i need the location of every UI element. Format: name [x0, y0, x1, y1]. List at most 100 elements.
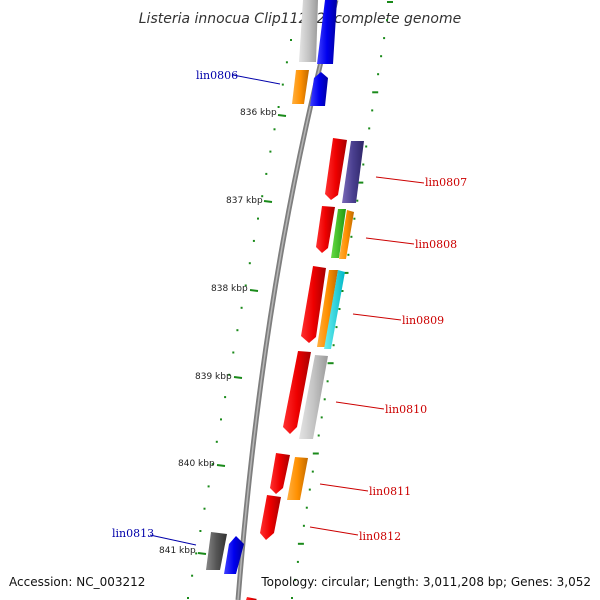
scale-dot: [199, 530, 202, 532]
gene-label-lin0810[interactable]: lin0810: [385, 403, 427, 416]
gene-label-lin0808[interactable]: lin0808: [415, 238, 457, 251]
scale-dot: [273, 128, 276, 131]
gene-blue-lin0813[interactable]: [224, 536, 244, 574]
scale-dot: [335, 326, 338, 329]
scale-dot: [386, 19, 388, 22]
scale-dot: [377, 73, 380, 76]
genome-summary-text: Topology: circular; Length: 3,011,208 bp…: [260, 575, 591, 589]
gene-blue-top[interactable]: [317, 0, 337, 64]
gene-red-lin0811[interactable]: [270, 453, 290, 494]
scale-dot: [326, 380, 329, 383]
scale-dot: [332, 344, 335, 347]
scale-dot: [342, 271, 349, 274]
scale-dot: [228, 373, 231, 376]
scale-dot: [232, 351, 235, 354]
scale-dot: [371, 109, 374, 112]
scale-dot: [323, 398, 326, 401]
leader-lin0810: [335, 401, 385, 410]
scale-dot: [296, 560, 299, 563]
scale-dot: [357, 181, 364, 184]
gene-red-bottom[interactable]: [246, 597, 257, 600]
gene-green-lin0808[interactable]: [331, 209, 346, 258]
tick-label-840: 840 kbp: [178, 459, 215, 469]
scale-dot: [244, 284, 247, 287]
scale-dot: [191, 574, 194, 577]
gene-red-lin0809[interactable]: [301, 266, 326, 343]
gene-label-lin0807[interactable]: lin0807: [425, 176, 467, 189]
scale-dot: [320, 416, 323, 419]
gene-label-lin0809[interactable]: lin0809: [402, 314, 444, 327]
tick-label-838: 838 kbp: [211, 284, 248, 294]
scale-dot: [380, 55, 383, 58]
leader-lin0809: [352, 313, 402, 321]
leader-lin0812: [309, 526, 359, 536]
tick-836: [277, 114, 287, 117]
gene-red-lin0810[interactable]: [283, 351, 311, 434]
inner-scale-ring: [187, 39, 292, 599]
scale-dot: [257, 217, 259, 220]
scale-dot: [302, 524, 305, 527]
gene-red-lin0808[interactable]: [316, 206, 335, 253]
scale-dot: [350, 235, 353, 238]
scale-dot: [269, 150, 272, 153]
scale-dot: [285, 61, 288, 64]
scale-dot: [265, 172, 268, 175]
tick-label-841: 841 kbp: [159, 546, 196, 556]
scale-dot: [277, 106, 280, 108]
scale-dot: [294, 578, 296, 581]
scale-dot: [211, 463, 214, 466]
scale-dot: [220, 418, 222, 421]
gene-label-lin0813[interactable]: lin0813: [112, 527, 154, 540]
leader-lin0813: [149, 534, 197, 546]
gene-orange-lin0806[interactable]: [292, 70, 309, 104]
scale-dot: [195, 552, 198, 555]
scale-dot: [365, 145, 368, 148]
scale-dot: [291, 597, 293, 599]
gene-purple-lin0807[interactable]: [342, 141, 364, 203]
scale-dot: [308, 488, 311, 491]
tick-840: [216, 464, 226, 467]
tick-839: [233, 376, 243, 379]
scale-dot: [297, 542, 304, 545]
gene-blue-lin0806[interactable]: [310, 72, 328, 106]
scale-dot: [327, 362, 334, 365]
gene-cyan-lin0809[interactable]: [324, 270, 345, 349]
scale-dot: [353, 217, 356, 220]
scale-dot: [203, 507, 206, 510]
gene-red-lin0807[interactable]: [325, 138, 347, 200]
gene-label-lin0811[interactable]: lin0811: [369, 485, 411, 498]
scale-dot: [290, 39, 292, 41]
gene-orange-lin0809[interactable]: [317, 270, 338, 347]
scale-dot: [215, 440, 218, 443]
gene-dark-gray-lin0813[interactable]: [206, 532, 227, 570]
gene-red-lin0812[interactable]: [260, 495, 281, 540]
gene-features: [206, 0, 364, 600]
scale-dot: [261, 195, 264, 198]
scale-dot: [240, 306, 243, 309]
scale-dot: [252, 239, 255, 242]
scale-dot: [356, 199, 359, 202]
tick-label-837: 837 kbp: [226, 196, 263, 206]
scale-dot: [383, 37, 386, 40]
gene-label-lin0812[interactable]: lin0812: [359, 530, 401, 543]
map-title: Listeria innocua Clip11262, complete gen…: [139, 11, 461, 27]
leader-lin0807: [375, 176, 425, 184]
scale-dot: [341, 290, 344, 292]
scale-dot: [305, 506, 308, 509]
leader-lin0806: [232, 74, 281, 85]
scale-dot: [347, 253, 350, 256]
scale-ticks: 836 kbp 837 kbp 838 kbp 839 kbp 840 kbp …: [159, 108, 287, 556]
gene-orange-lin0808[interactable]: [339, 210, 354, 259]
scale-dot: [248, 262, 251, 265]
scale-dot: [207, 485, 210, 488]
outer-scale-ring: [291, 1, 393, 599]
scale-dot: [317, 434, 320, 437]
scale-dot: [372, 91, 379, 94]
gene-light-gray-top[interactable]: [299, 0, 318, 62]
gene-orange-lin0811[interactable]: [287, 457, 308, 500]
gene-label-lin0806[interactable]: lin0806: [196, 69, 238, 82]
gene-light-gray-lin0810[interactable]: [299, 355, 328, 439]
tick-837: [263, 200, 273, 203]
scale-dot: [387, 1, 393, 3]
